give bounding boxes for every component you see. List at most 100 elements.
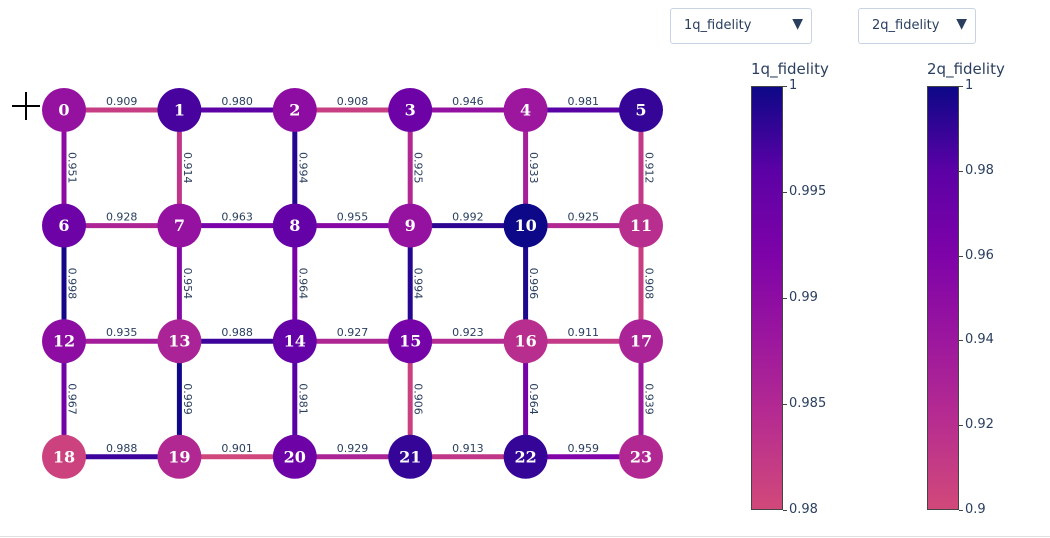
edge-label-8-9: 0.955 xyxy=(337,211,369,224)
edge-label-14-15: 0.927 xyxy=(337,326,369,339)
qubit-circle[interactable] xyxy=(42,434,86,479)
colorbar-tick-label: 0.96 xyxy=(965,248,994,263)
edge-label-15-21: 0.906 xyxy=(412,383,425,415)
qubit-circle[interactable] xyxy=(388,203,433,248)
qubit-label: 16 xyxy=(514,332,536,351)
qubit-circle[interactable] xyxy=(503,203,548,248)
qubit-label: 14 xyxy=(284,332,306,351)
qubit-circle[interactable] xyxy=(503,88,548,132)
qubit-node-14[interactable]: 14 xyxy=(272,319,317,364)
qubit-label: 9 xyxy=(405,216,416,235)
dropdown-selected-value: 1q_fidelity xyxy=(684,18,752,33)
qubit-circle[interactable] xyxy=(272,434,317,479)
edge-label-0-6: 0.951 xyxy=(66,152,79,184)
qubit-node-10[interactable]: 10 xyxy=(503,203,548,248)
qubit-node-23[interactable]: 23 xyxy=(619,434,663,479)
qubit-node-8[interactable]: 8 xyxy=(272,203,317,248)
qubit-circle[interactable] xyxy=(388,434,433,479)
qubit-label: 6 xyxy=(58,216,69,235)
coupling-graph: 0.909 0.980 0.908 0.946 0.981 0.928 0.963 0.955… xyxy=(12,88,663,479)
colorbar-tick-label: 0.98 xyxy=(789,502,818,517)
edge-label-4-10: 0.933 xyxy=(527,152,540,184)
qubit-label: 2 xyxy=(289,101,300,120)
qubit-node-0[interactable]: 0 xyxy=(42,88,86,132)
qubit-circle[interactable] xyxy=(42,203,86,248)
qubit-node-12[interactable]: 12 xyxy=(42,319,86,364)
qubit-circle[interactable] xyxy=(272,319,317,364)
qubit-node-7[interactable]: 7 xyxy=(157,203,202,248)
qubit-node-5[interactable]: 5 xyxy=(619,88,663,132)
2q-fidelity-dropdown[interactable]: 2q_fidelity ▼ xyxy=(858,8,976,44)
qubit-node-16[interactable]: 16 xyxy=(503,319,548,364)
qubit-circle[interactable] xyxy=(42,88,86,132)
edge-label-22-23: 0.959 xyxy=(568,442,600,455)
qubit-circle[interactable] xyxy=(157,434,202,479)
qubit-node-22[interactable]: 22 xyxy=(503,434,548,479)
qubit-circle[interactable] xyxy=(272,88,317,132)
qubit-circle[interactable] xyxy=(619,319,663,364)
qubit-label: 18 xyxy=(53,447,75,466)
qubit-node-6[interactable]: 6 xyxy=(42,203,86,248)
qubit-circle[interactable] xyxy=(619,203,663,248)
edge-label-7-13: 0.954 xyxy=(181,268,194,300)
colorbar-tick-mark xyxy=(959,86,963,87)
colorbar-tick-label: 1 xyxy=(965,78,974,93)
qubit-label: 15 xyxy=(399,332,421,351)
qubit-label: 20 xyxy=(284,447,306,466)
qubit-circle[interactable] xyxy=(157,203,202,248)
1q-fidelity-dropdown[interactable]: 1q_fidelity ▼ xyxy=(670,8,812,44)
qubit-circle[interactable] xyxy=(42,319,86,364)
edge-label-10-11: 0.925 xyxy=(568,211,600,224)
qubit-node-13[interactable]: 13 xyxy=(157,319,202,364)
edge-labels-layer: 0.909 0.980 0.908 0.946 0.981 0.928 0.963 0.955… xyxy=(66,95,656,455)
colorbar-tick-mark xyxy=(959,256,963,257)
edge-label-2-3: 0.908 xyxy=(337,95,369,108)
qubit-node-3[interactable]: 3 xyxy=(388,88,433,132)
edge-label-10-16: 0.996 xyxy=(527,268,540,300)
colorbar-2q xyxy=(927,86,959,510)
qubit-node-21[interactable]: 21 xyxy=(388,434,433,479)
qubit-label: 17 xyxy=(630,332,652,351)
qubit-circle[interactable] xyxy=(157,319,202,364)
colorbar-title-2q: 2q_fidelity xyxy=(927,60,1005,78)
qubit-circle[interactable] xyxy=(503,434,548,479)
edge-label-14-20: 0.981 xyxy=(296,383,309,415)
colorbar-tick-mark xyxy=(783,404,787,405)
qubit-circle[interactable] xyxy=(503,319,548,364)
qubit-node-11[interactable]: 11 xyxy=(619,203,663,248)
edge-label-19-20: 0.901 xyxy=(221,442,253,455)
triangle-down-icon: ▼ xyxy=(792,16,803,32)
colorbar-tick-mark xyxy=(783,86,787,87)
colorbar-tick-mark xyxy=(959,425,963,426)
edge-label-1-7: 0.914 xyxy=(181,152,194,184)
qubit-node-20[interactable]: 20 xyxy=(272,434,317,479)
qubit-circle[interactable] xyxy=(157,88,202,132)
edge-label-6-7: 0.928 xyxy=(106,211,138,224)
qubit-label: 19 xyxy=(168,447,190,466)
qubit-label: 7 xyxy=(174,216,185,235)
edge-label-3-9: 0.925 xyxy=(412,152,425,184)
qubit-circle[interactable] xyxy=(619,88,663,132)
edge-label-9-10: 0.992 xyxy=(452,211,484,224)
edge-label-15-16: 0.923 xyxy=(452,326,484,339)
qubit-node-19[interactable]: 19 xyxy=(157,434,202,479)
qubit-node-15[interactable]: 15 xyxy=(388,319,433,364)
qubit-node-17[interactable]: 17 xyxy=(619,319,663,364)
edge-label-3-4: 0.946 xyxy=(452,95,484,108)
colorbar-title-1q: 1q_fidelity xyxy=(751,60,829,78)
qubit-node-2[interactable]: 2 xyxy=(272,88,317,132)
qubit-circle[interactable] xyxy=(272,203,317,248)
qubit-circle[interactable] xyxy=(388,319,433,364)
edge-label-7-8: 0.963 xyxy=(221,211,253,224)
qubit-node-4[interactable]: 4 xyxy=(503,88,548,132)
colorbar-tick-label: 0.94 xyxy=(965,332,994,347)
qubit-node-1[interactable]: 1 xyxy=(157,88,202,132)
qubit-node-18[interactable]: 18 xyxy=(42,434,86,479)
qubit-circle[interactable] xyxy=(619,434,663,479)
edge-label-20-21: 0.929 xyxy=(337,442,369,455)
qubit-label: 13 xyxy=(168,332,190,351)
qubit-node-9[interactable]: 9 xyxy=(388,203,433,248)
edge-label-9-15: 0.994 xyxy=(412,268,425,300)
qubit-circle[interactable] xyxy=(388,88,433,132)
colorbar-tick-label: 0.995 xyxy=(789,184,827,199)
